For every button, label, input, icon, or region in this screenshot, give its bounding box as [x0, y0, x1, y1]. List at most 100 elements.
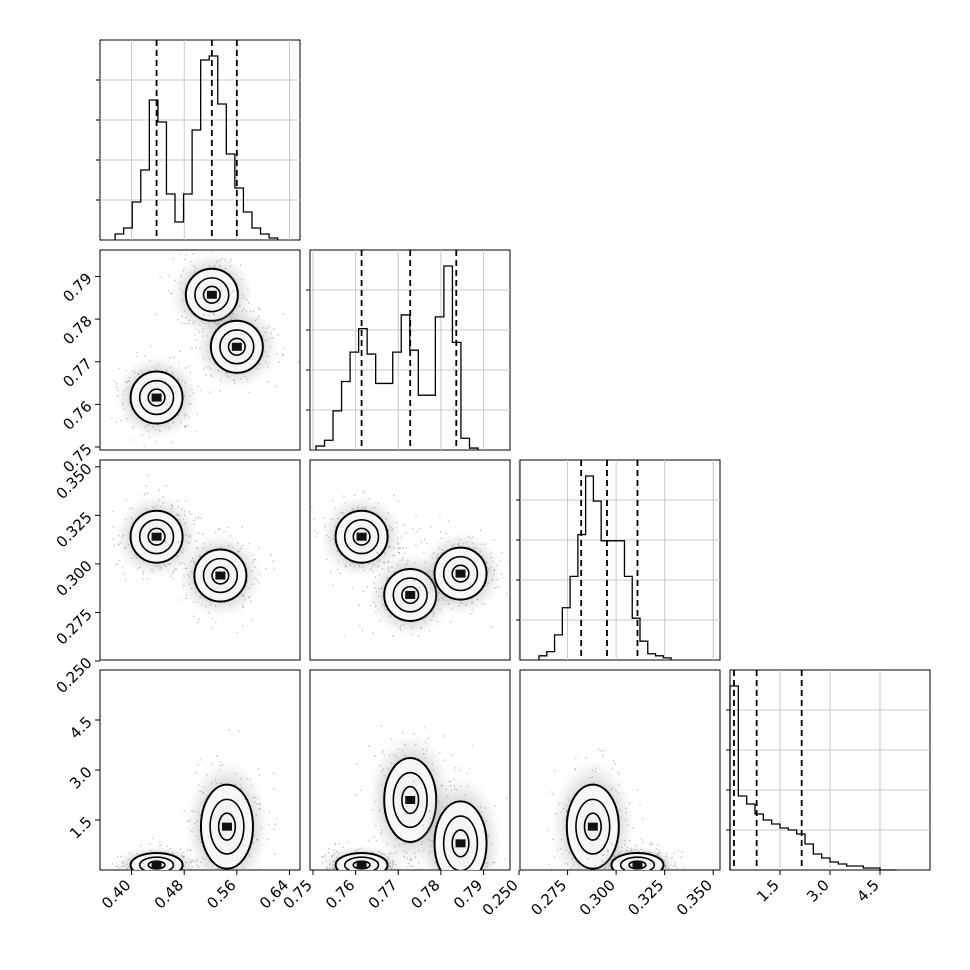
contour-middle: [138, 518, 175, 555]
contour-middle: [202, 557, 239, 594]
scatter-point: [637, 876, 639, 878]
scatter-point: [625, 880, 627, 882]
scatter-point: [149, 843, 151, 846]
scatter-point: [184, 367, 187, 369]
scatter-point: [334, 843, 337, 845]
scatter-point: [468, 912, 470, 914]
scatter-point: [612, 759, 615, 762]
scatter-point: [618, 874, 620, 876]
scatter-point: [165, 484, 168, 487]
scatter-point: [364, 876, 366, 878]
scatter-point: [503, 858, 506, 861]
scatter-point: [346, 841, 349, 843]
scatter-point: [219, 389, 221, 392]
scatter-point: [369, 568, 372, 571]
scatter-point: [146, 474, 149, 477]
scatter-point: [377, 882, 379, 884]
scatter-point: [197, 515, 200, 518]
scatter-point: [425, 597, 427, 600]
scatter-point: [177, 541, 180, 543]
scatter-point: [335, 878, 337, 880]
scatter-point: [183, 810, 185, 813]
scatter-point: [624, 839, 627, 842]
scatter-point: [331, 584, 334, 587]
scatter-point: [162, 873, 164, 875]
scatter-point: [425, 542, 428, 545]
scatter-point: [622, 886, 624, 888]
scatter-point: [685, 877, 687, 879]
scatter-point: [147, 872, 149, 874]
scatter-point: [154, 440, 157, 443]
scatter-point: [277, 333, 280, 336]
scatter-point: [153, 880, 155, 882]
scatter-point: [161, 873, 163, 875]
contour-inner: [147, 388, 166, 407]
scatter-point: [329, 570, 332, 573]
scatter-point: [638, 881, 640, 883]
contour-middle: [219, 329, 255, 365]
scatter-point: [329, 873, 331, 875]
x-tick-label-2-1: 0.275: [527, 876, 570, 919]
contour-inner: [227, 337, 246, 356]
scatter-point: [314, 530, 316, 532]
scatter-point: [401, 732, 404, 734]
scatter-point: [448, 874, 450, 876]
scatter-point: [112, 510, 114, 513]
scatter-point: [143, 445, 146, 448]
scatter-point: [142, 578, 144, 581]
contour-inner: [147, 527, 166, 546]
scatter-point: [124, 874, 126, 876]
scatter-point: [212, 247, 214, 249]
scatter-point: [112, 526, 114, 528]
scatter-point: [655, 875, 657, 877]
scatter-point: [351, 875, 353, 877]
scatter-point: [118, 367, 121, 370]
scatter-point: [231, 872, 233, 874]
scatter-point: [405, 813, 408, 815]
scatter-point: [447, 884, 449, 886]
scatter-point: [354, 793, 357, 796]
scatter-point: [328, 848, 330, 850]
scatter-point: [160, 843, 163, 846]
scatter-point: [180, 551, 183, 553]
x-tick-label-1-3: 0.78: [407, 876, 443, 912]
scatter-point: [204, 871, 206, 873]
scatter-point: [159, 877, 161, 879]
scatter-point: [597, 877, 599, 879]
y-tick-label-1-4: 0.79: [59, 269, 95, 305]
scatter-point: [157, 877, 159, 879]
scatter-point: [157, 871, 159, 873]
scatter-point: [155, 313, 158, 316]
scatter-point: [377, 566, 380, 569]
scatter-point: [274, 853, 276, 855]
scatter-point: [113, 544, 116, 546]
scatter-point: [447, 886, 449, 888]
scatter-point: [600, 750, 602, 752]
scatter-point: [135, 351, 138, 354]
scatter-point: [184, 499, 187, 502]
scatter-point: [636, 789, 639, 791]
scatter-point: [547, 829, 550, 832]
scatter-point: [438, 877, 440, 879]
scatter-point: [683, 867, 685, 870]
scatter-point: [513, 557, 515, 559]
density-peak: [405, 796, 416, 804]
scatter-point: [343, 635, 346, 637]
scatter-point: [641, 818, 644, 820]
scatter-point: [150, 875, 152, 877]
scatter-point: [635, 874, 637, 876]
scatter-point: [361, 871, 363, 873]
scatter-point: [650, 841, 653, 844]
scatter-point: [270, 553, 273, 556]
scatter-point: [411, 527, 414, 530]
scatter-point: [457, 880, 459, 882]
scatter-point: [466, 772, 468, 775]
scatter-point: [493, 539, 496, 542]
contour-middle: [343, 856, 380, 870]
scatter-point: [311, 506, 313, 508]
scatter-point: [574, 890, 576, 892]
scatter-point: [167, 289, 170, 292]
scatter-point: [195, 771, 197, 774]
scatter-point: [360, 789, 363, 792]
scatter-point: [226, 526, 229, 529]
